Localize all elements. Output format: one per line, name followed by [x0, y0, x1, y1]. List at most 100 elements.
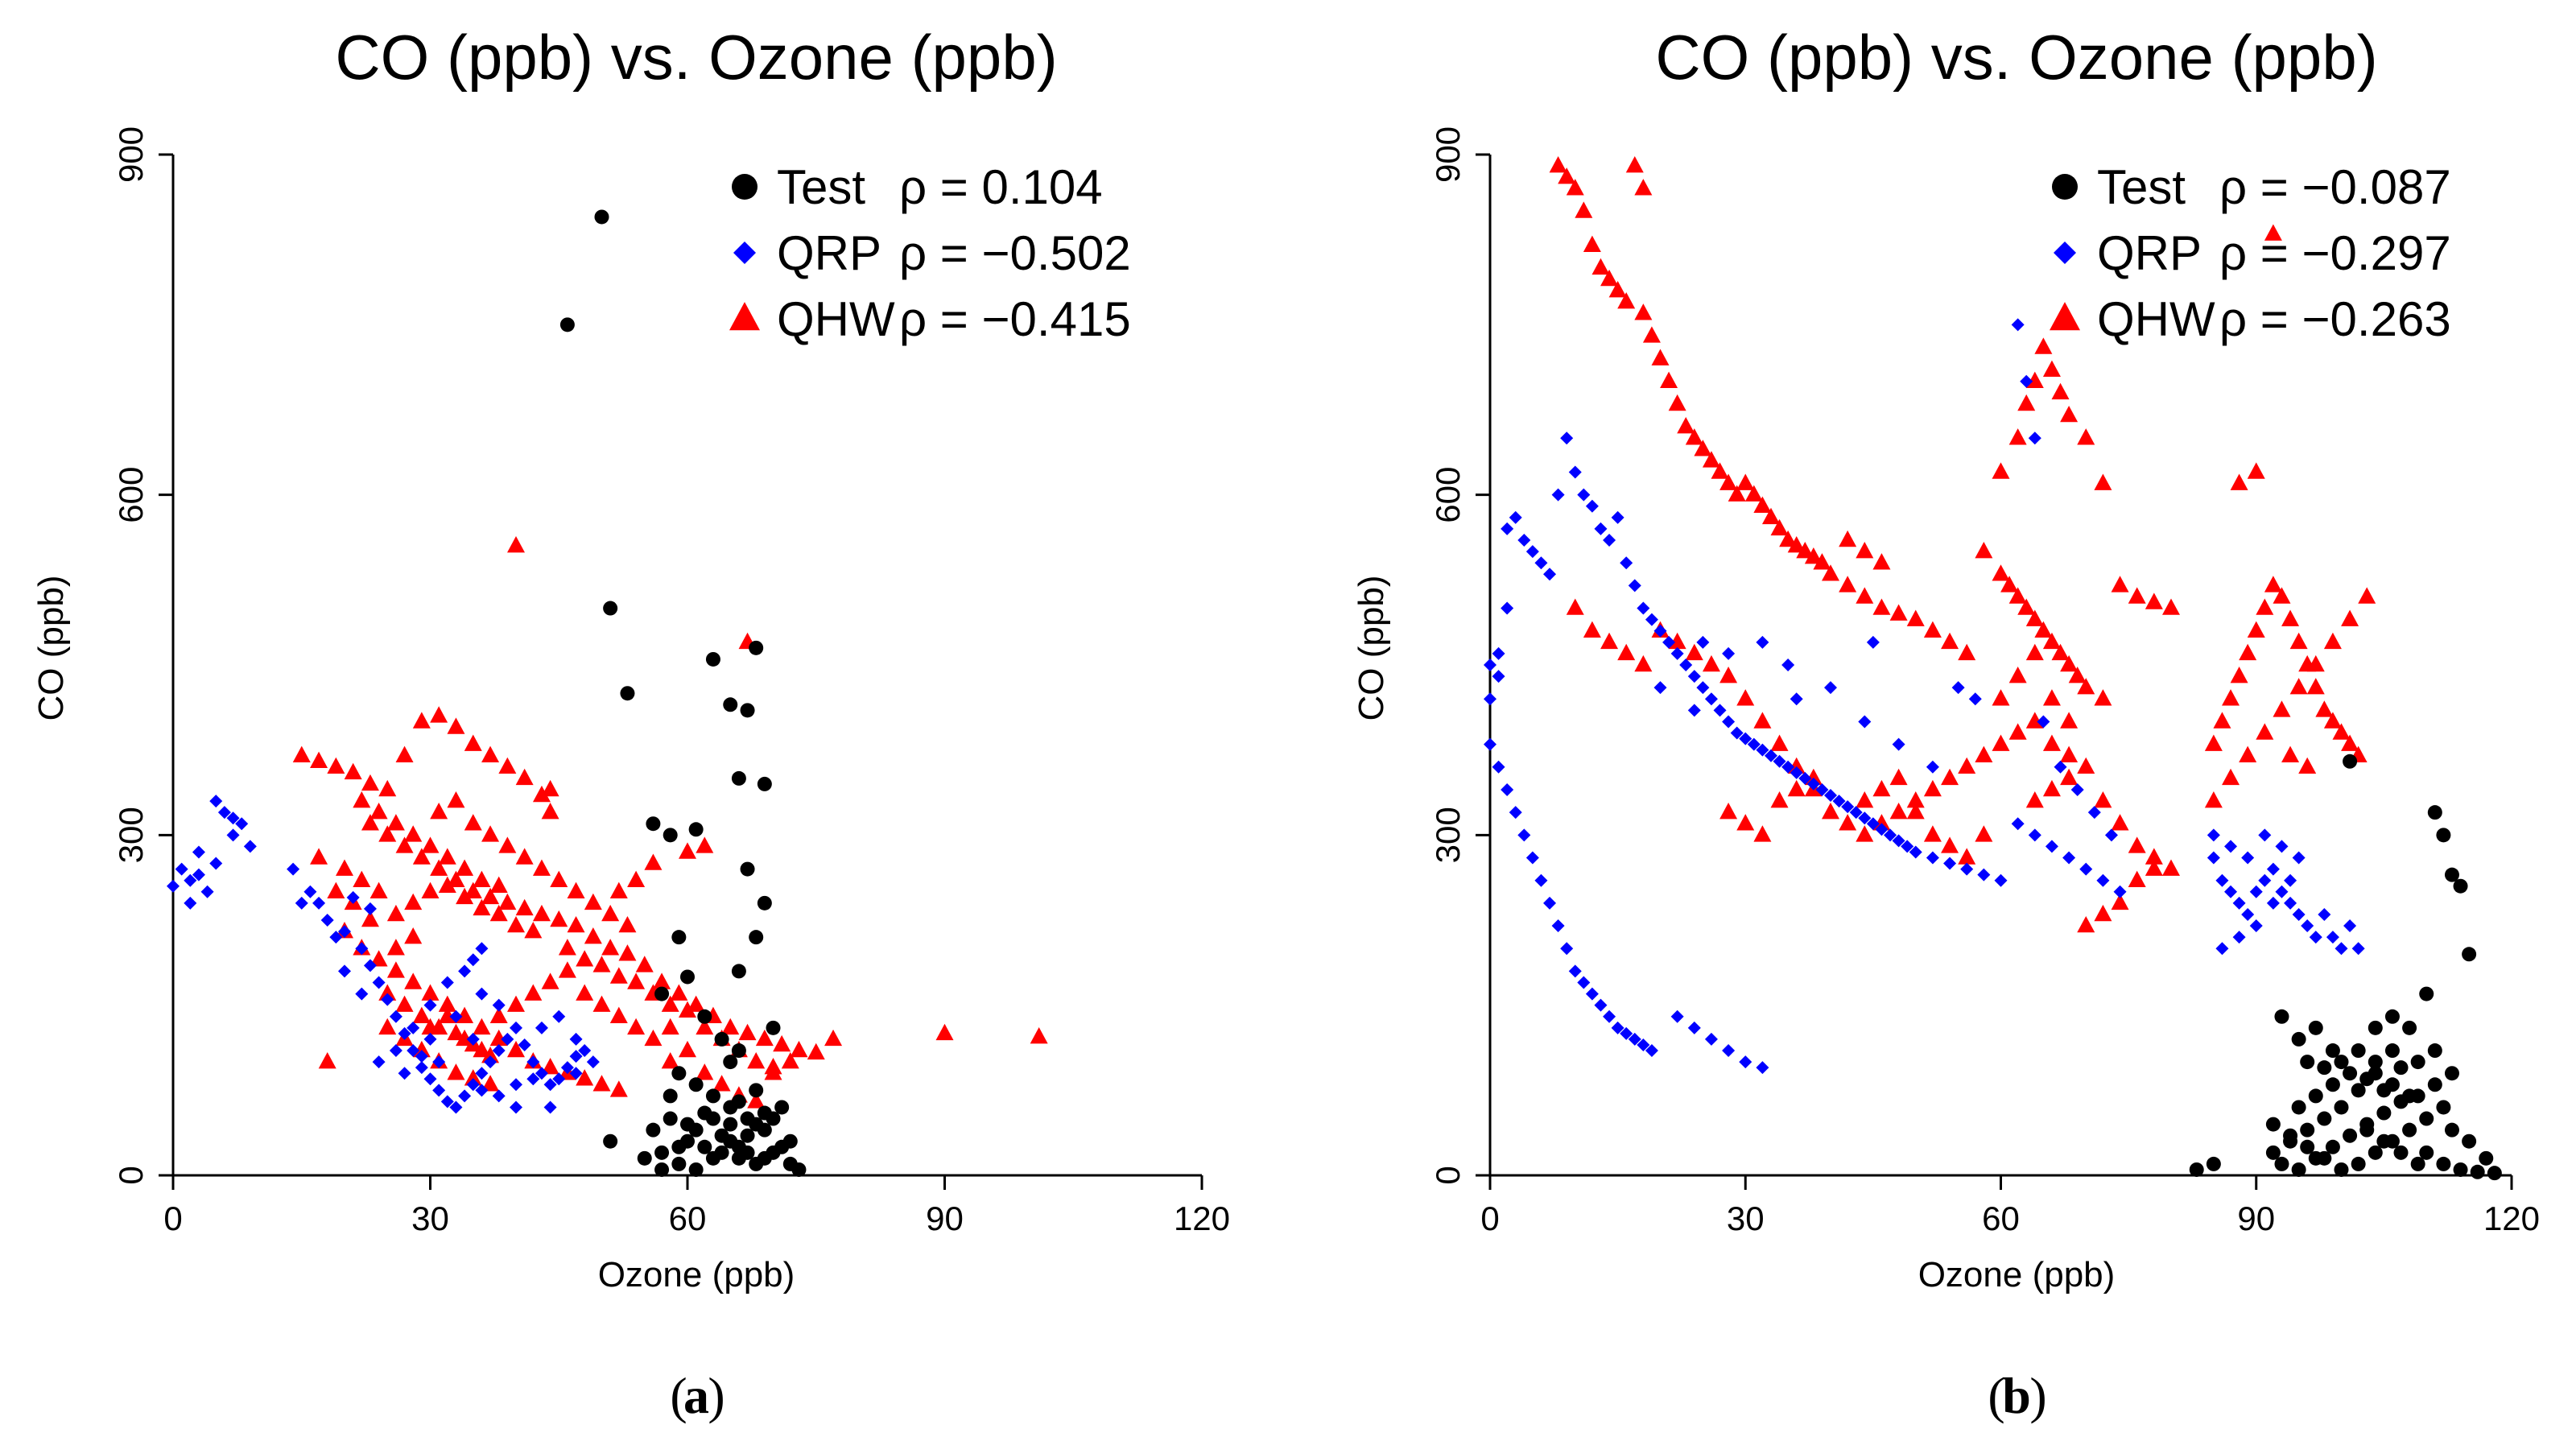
data-point-qhw	[421, 836, 440, 853]
legend-marker-test	[732, 174, 758, 200]
data-point-qhw	[395, 995, 414, 1012]
data-point-test	[2384, 1043, 2400, 1059]
data-point-qhw	[404, 927, 423, 944]
data-point-qhw	[1642, 326, 1661, 343]
data-point-qhw	[1856, 791, 1874, 808]
data-point-qhw	[1660, 371, 1678, 389]
data-point-qhw	[2247, 462, 2265, 479]
data-point-qrp	[458, 1089, 472, 1103]
data-point-qhw	[498, 757, 517, 774]
data-point-qhw	[824, 1029, 843, 1047]
data-point-qhw	[507, 535, 525, 553]
data-point-qhw	[456, 887, 474, 905]
data-point-qhw	[1856, 825, 1874, 842]
data-point-test	[2368, 1055, 2383, 1070]
data-point-qrp	[200, 885, 214, 898]
data-point-qhw	[438, 1006, 456, 1024]
data-point-qhw	[1583, 621, 1601, 638]
data-point-qhw	[2204, 734, 2223, 751]
data-point-qrp	[287, 862, 300, 876]
data-point-qhw	[481, 1046, 500, 1063]
data-point-qrp	[1679, 659, 1693, 671]
data-point-qrp	[355, 942, 369, 956]
data-point-qhw	[369, 882, 388, 899]
data-point-qhw	[1711, 462, 1729, 479]
data-point-test	[774, 1100, 790, 1115]
data-point-test	[2376, 1083, 2392, 1098]
data-point-qhw	[755, 1029, 774, 1047]
data-point-qrp	[2301, 919, 2314, 933]
data-point-qhw	[2077, 428, 2095, 445]
data-point-test	[2317, 1060, 2332, 1076]
data-point-qhw	[1558, 167, 1576, 184]
data-point-qhw	[473, 1018, 491, 1035]
data-point-qrp	[1568, 465, 1582, 479]
data-point-test	[2265, 1117, 2281, 1132]
data-point-qrp	[535, 1021, 548, 1034]
data-point-qhw	[447, 1023, 465, 1041]
data-point-qrp	[1687, 704, 1701, 717]
data-point-test	[2384, 1009, 2400, 1024]
data-point-qhw	[1600, 632, 1619, 650]
data-point-qhw	[378, 779, 397, 797]
axes-a: 0 30 60 90 120 0 300 600 900	[112, 126, 1230, 1237]
data-point-qhw	[1753, 496, 1772, 514]
y-tick-label: 0	[112, 1166, 150, 1184]
data-point-qrp	[475, 987, 489, 1001]
data-point-qhw	[1770, 791, 1789, 808]
data-point-qrp	[1492, 646, 1505, 660]
data-point-qrp	[2028, 828, 2041, 842]
data-point-qhw	[412, 1006, 431, 1024]
data-point-qhw	[2111, 814, 2129, 831]
data-point-qrp	[355, 987, 369, 1001]
data-point-test	[2334, 1162, 2349, 1177]
data-point-qhw	[609, 1006, 628, 1024]
data-point-test	[731, 770, 746, 786]
x-tick-label: 90	[926, 1199, 964, 1237]
data-point-qrp	[398, 1026, 411, 1040]
data-point-qhw	[386, 961, 405, 978]
data-point-qhw	[507, 995, 525, 1012]
data-point-qhw	[438, 995, 456, 1012]
data-point-qrp	[1960, 862, 1974, 876]
data-point-qhw	[1975, 745, 1993, 762]
data-point-qhw	[2094, 791, 2112, 808]
y-axis-label-b: CO (ppb)	[1352, 576, 1391, 721]
data-point-qrp	[2070, 782, 2084, 796]
data-point-qrp	[1722, 1044, 1736, 1058]
data-point-qhw	[1923, 825, 1942, 842]
data-point-qhw	[1923, 779, 1942, 797]
data-point-qhw	[2204, 791, 2223, 808]
data-point-qhw	[1941, 836, 1959, 853]
data-point-qhw	[2025, 643, 2044, 661]
data-point-qhw	[592, 1075, 611, 1092]
data-point-qhw	[2306, 654, 2325, 672]
data-point-test	[680, 969, 695, 985]
data-point-qrp	[2215, 873, 2229, 887]
legend-label-qrp: QRP	[777, 226, 881, 280]
data-point-qhw	[489, 876, 508, 893]
data-point-test	[749, 930, 764, 945]
data-point-qhw	[1728, 485, 1746, 502]
data-point-test	[688, 1077, 704, 1092]
data-point-qhw	[2239, 643, 2257, 661]
data-point-qrp	[492, 1044, 506, 1058]
data-point-test	[2393, 1145, 2409, 1160]
data-point-qhw	[2247, 621, 2265, 638]
data-point-qrp	[432, 1084, 446, 1097]
data-point-qhw	[2145, 593, 2163, 609]
data-point-qhw	[1779, 530, 1798, 547]
legend-label-test: Test	[777, 160, 865, 214]
data-point-qhw	[438, 848, 456, 865]
data-point-qrp	[363, 959, 377, 972]
data-point-qhw	[576, 984, 594, 1001]
data-point-qhw	[609, 882, 628, 899]
data-point-qhw	[2358, 587, 2376, 604]
data-point-qhw	[1872, 598, 1891, 615]
data-point-qrp	[2292, 907, 2306, 921]
data-point-qhw	[327, 757, 345, 774]
data-point-test	[654, 1162, 670, 1177]
data-point-qhw	[2077, 757, 2095, 774]
data-point-qrp	[569, 1050, 583, 1063]
